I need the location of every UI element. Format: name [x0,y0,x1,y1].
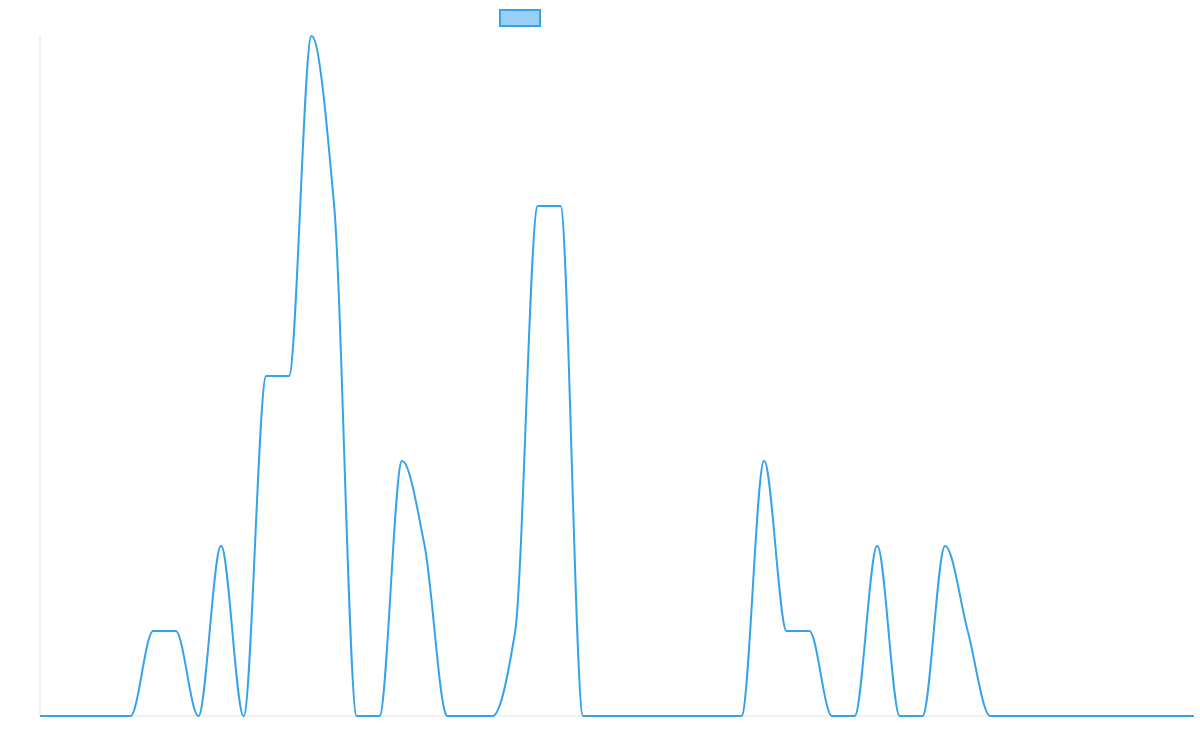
legend[interactable] [499,9,541,27]
legend-swatch[interactable] [499,9,541,27]
series-layer [40,35,1194,717]
axes [39,36,1194,717]
series-line [40,35,1194,717]
